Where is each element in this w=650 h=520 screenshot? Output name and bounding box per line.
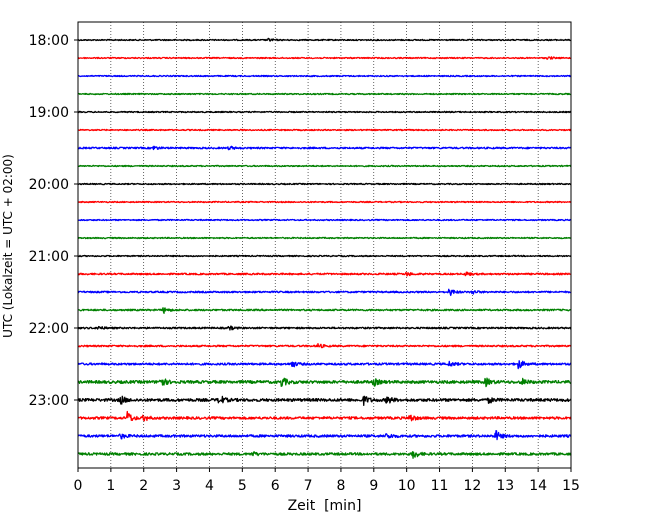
- x-tick-label-14: 14: [529, 478, 547, 494]
- x-tick-label-13: 13: [496, 478, 514, 494]
- x-tick-label-3: 3: [172, 478, 181, 494]
- trace-2215: [77, 343, 572, 349]
- seismic-traces: [77, 37, 572, 459]
- trace-1815: [77, 56, 572, 60]
- x-tick-label-6: 6: [271, 478, 280, 494]
- trace-2200: [77, 325, 572, 331]
- y-tick-label-2: 20:00: [29, 177, 69, 193]
- x-tick-label-7: 7: [304, 478, 313, 494]
- trace-1845: [77, 92, 572, 96]
- trace-2300: [77, 395, 572, 406]
- trace-2230: [77, 360, 572, 370]
- x-tick-label-4: 4: [205, 478, 214, 494]
- trace-2115: [77, 271, 572, 277]
- trace-1945: [77, 164, 572, 168]
- x-tick-label-10: 10: [398, 478, 416, 494]
- trace-1915: [77, 128, 572, 132]
- trace-2100: [77, 254, 572, 258]
- grid-lines: [110, 22, 539, 468]
- trace-1830: [77, 74, 572, 78]
- trace-2030: [77, 218, 572, 222]
- x-tick-label-1: 1: [106, 478, 115, 494]
- x-tick-label-0: 0: [74, 478, 83, 494]
- y-axis-label: UTC (Lokalzeit = UTC + 02:00): [1, 154, 15, 338]
- trace-2345: [77, 451, 572, 459]
- x-tick-label-12: 12: [463, 478, 481, 494]
- trace-2045: [77, 236, 572, 240]
- y-tick-label-0: 18:00: [29, 33, 69, 49]
- y-axis-ticks: 18:00 19:00 20:00 21:00 22:00 23:00: [29, 33, 78, 409]
- trace-2245: [77, 377, 572, 388]
- x-tick-label-11: 11: [431, 478, 449, 494]
- trace-2330: [77, 430, 572, 441]
- y-tick-label-1: 19:00: [29, 105, 69, 121]
- x-axis-label: Zeit [min]: [288, 498, 362, 514]
- x-tick-label-9: 9: [369, 478, 378, 494]
- trace-2000: [77, 182, 572, 186]
- x-tick-label-2: 2: [139, 478, 148, 494]
- y-tick-label-4: 22:00: [29, 321, 69, 337]
- trace-1900: [77, 110, 572, 114]
- x-tick-label-15: 15: [562, 478, 580, 494]
- y-tick-label-5: 23:00: [29, 393, 69, 409]
- trace-1930: [77, 145, 572, 151]
- x-axis-ticks: 0 1 2 3 4 5 6 7 8 9 10 11 12 13 14 15: [74, 468, 580, 494]
- x-tick-label-5: 5: [238, 478, 247, 494]
- trace-2130: [77, 288, 572, 297]
- trace-2145: [77, 307, 572, 314]
- x-tick-label-8: 8: [336, 478, 345, 494]
- plot-frame: [78, 22, 571, 468]
- trace-2015: [77, 200, 572, 204]
- trace-2315: [77, 410, 572, 422]
- plot-border: [77, 21, 572, 469]
- y-tick-label-3: 21:00: [29, 249, 69, 265]
- trace-1800: [77, 37, 572, 42]
